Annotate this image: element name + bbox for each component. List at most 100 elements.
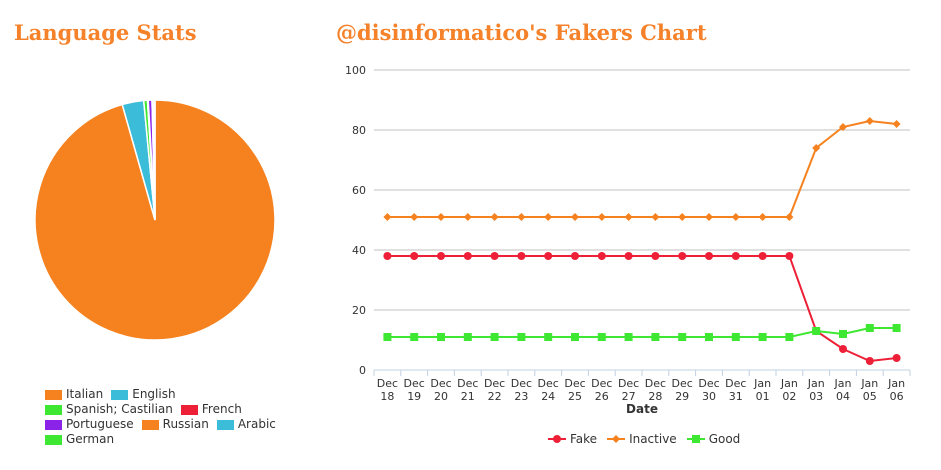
good-point[interactable] xyxy=(705,333,713,341)
inactive-point[interactable] xyxy=(758,213,767,221)
x-tick-label: Dec 21 xyxy=(457,377,478,403)
good-point[interactable] xyxy=(517,333,526,341)
x-tick-label: Dec 18 xyxy=(377,377,398,403)
x-tick-label: Jan 06 xyxy=(887,377,905,403)
good-point[interactable] xyxy=(437,333,445,341)
good-point[interactable] xyxy=(758,333,767,341)
legend-item-inactive[interactable]: Inactive xyxy=(607,432,677,446)
inactive-point[interactable] xyxy=(383,213,392,221)
fake-point[interactable] xyxy=(544,252,553,260)
fake-point[interactable] xyxy=(865,357,874,365)
good-point[interactable] xyxy=(383,333,392,341)
good-point[interactable] xyxy=(597,333,606,341)
fake-point[interactable] xyxy=(597,252,606,260)
fake-point[interactable] xyxy=(624,252,633,260)
fake-point[interactable] xyxy=(731,252,740,260)
pie-slice-german[interactable] xyxy=(152,99,156,221)
x-tick-label: Jan 02 xyxy=(780,377,798,403)
good-point[interactable] xyxy=(651,333,660,341)
inactive-point[interactable] xyxy=(490,213,499,221)
inactive-point[interactable] xyxy=(785,213,794,221)
legend-item-french[interactable]: French xyxy=(180,402,242,417)
inactive-point[interactable] xyxy=(678,213,687,221)
x-axis-title: Date xyxy=(626,402,658,416)
good-point[interactable] xyxy=(678,333,687,341)
good-point[interactable] xyxy=(624,333,633,341)
legend-item-russian[interactable]: Russian xyxy=(141,417,209,432)
fake-point[interactable] xyxy=(651,252,660,260)
fake-point[interactable] xyxy=(758,252,767,260)
y-tick-label: 100 xyxy=(345,64,366,77)
fake-point[interactable] xyxy=(490,252,499,260)
good-point[interactable] xyxy=(865,324,874,332)
legend-label: English xyxy=(132,387,176,401)
language-stats-title: Language Stats xyxy=(14,20,197,45)
fake-point[interactable] xyxy=(839,345,847,353)
fake-point[interactable] xyxy=(437,252,445,260)
good-point[interactable] xyxy=(731,333,740,341)
legend-label: Spanish; Castilian xyxy=(66,402,173,416)
x-tick-label: Dec 19 xyxy=(404,377,425,403)
good-point[interactable] xyxy=(463,333,472,341)
legend-item-arabic[interactable]: Arabic xyxy=(216,417,276,432)
legend-item-spanish[interactable]: Spanish; Castilian xyxy=(45,402,173,417)
legend-label: Portuguese xyxy=(66,417,134,431)
fake-series-line xyxy=(387,255,897,363)
y-tick-label: 60 xyxy=(352,184,366,197)
inactive-point[interactable] xyxy=(571,213,579,221)
inactive-point[interactable] xyxy=(865,117,874,125)
fake-point[interactable] xyxy=(517,252,526,260)
legend-label: German xyxy=(66,432,115,446)
inactive-point[interactable] xyxy=(892,120,901,128)
fake-legend-marker xyxy=(548,435,566,443)
fake-point[interactable] xyxy=(705,252,713,260)
good-point[interactable] xyxy=(892,324,901,332)
good-point[interactable] xyxy=(812,327,821,335)
inactive-point[interactable] xyxy=(731,213,740,221)
legend-label: Fake xyxy=(570,432,598,446)
legend-swatch xyxy=(180,404,198,415)
inactive-point[interactable] xyxy=(410,213,419,221)
x-tick-label: Jan 04 xyxy=(834,377,852,403)
inactive-point[interactable] xyxy=(463,213,472,221)
inactive-point[interactable] xyxy=(544,213,553,221)
good-point[interactable] xyxy=(839,330,847,338)
inactive-legend-marker xyxy=(607,435,626,443)
inactive-point[interactable] xyxy=(597,213,606,221)
inactive-point[interactable] xyxy=(705,213,713,221)
legend-item-english[interactable]: English xyxy=(111,387,176,402)
x-tick-label: Dec 27 xyxy=(618,377,639,403)
good-point[interactable] xyxy=(410,333,419,341)
good-point[interactable] xyxy=(571,333,579,341)
legend-label: Russian xyxy=(162,417,209,431)
legend-item-fake[interactable]: Fake xyxy=(548,432,597,446)
legend-item-portuguese[interactable]: Portuguese xyxy=(45,417,134,432)
legend-swatch xyxy=(216,419,234,430)
legend-item-good[interactable]: Good xyxy=(686,432,740,446)
x-tick-label: Dec 28 xyxy=(645,377,666,403)
good-point[interactable] xyxy=(490,333,499,341)
line-legend: Fake Inactive Good xyxy=(548,432,750,446)
fake-point[interactable] xyxy=(383,252,392,260)
x-tick-label: Dec 26 xyxy=(591,377,612,403)
legend-item-german[interactable]: German xyxy=(45,432,114,447)
x-tick-label: Dec 23 xyxy=(511,377,532,403)
inactive-point[interactable] xyxy=(437,213,445,221)
fake-point[interactable] xyxy=(463,252,472,260)
inactive-point[interactable] xyxy=(517,213,526,221)
fake-point[interactable] xyxy=(785,252,794,260)
inactive-point[interactable] xyxy=(839,123,847,131)
good-point[interactable] xyxy=(785,333,794,341)
legend-item-italian[interactable]: Italian xyxy=(45,387,103,402)
fake-point[interactable] xyxy=(678,252,687,260)
good-point[interactable] xyxy=(544,333,553,341)
fake-point[interactable] xyxy=(571,252,579,260)
inactive-point[interactable] xyxy=(624,213,633,221)
inactive-point[interactable] xyxy=(651,213,660,221)
inactive-point[interactable] xyxy=(812,144,821,152)
y-tick-label: 20 xyxy=(352,304,366,317)
inactive-series-line xyxy=(387,119,897,218)
fake-point[interactable] xyxy=(892,354,901,362)
fake-point[interactable] xyxy=(410,252,419,260)
